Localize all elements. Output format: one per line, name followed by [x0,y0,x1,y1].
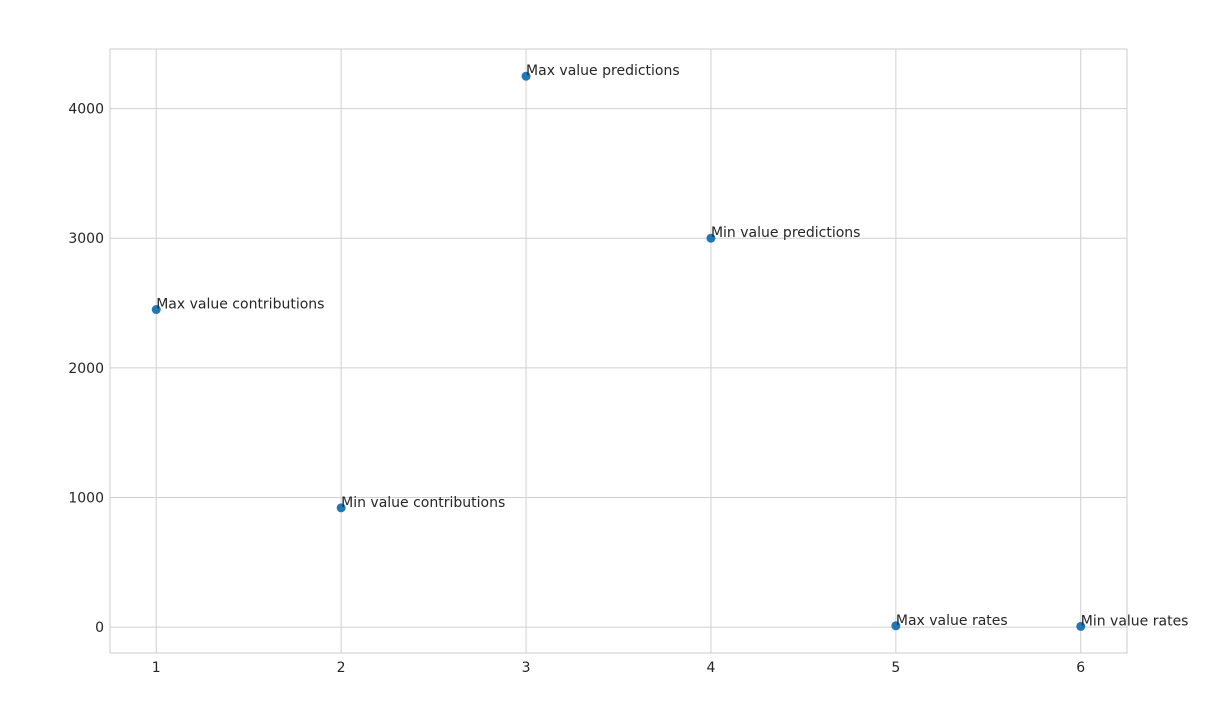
x-tick-label: 2 [337,660,346,676]
point-label: Min value contributions [341,495,505,511]
scatter-point [151,305,161,315]
y-tick-label: 3000 [68,231,104,247]
data-points [151,71,1086,631]
y-tick-label: 2000 [68,361,104,377]
scatter-point [891,621,901,631]
tick-labels: 1 2 3 4 5 6 0 1000 2000 3000 4000 [68,102,1085,676]
plot-frame [109,48,1128,654]
point-labels: Max value contributions Min value contrib… [156,63,1188,629]
y-tick-label: 1000 [68,490,104,506]
scatter-point [521,71,531,81]
scatter-point [336,503,346,513]
point-label: Max value contributions [156,297,324,313]
x-tick-label: 3 [522,660,531,676]
x-tick-label: 4 [706,660,715,676]
scatter-point [1076,621,1086,631]
point-label: Min value rates [1081,613,1189,629]
grid-layer [110,49,1127,653]
point-label: Min value predictions [711,225,861,241]
scatter-point [706,233,716,243]
x-tick-label: 1 [152,660,161,676]
point-label: Max value rates [896,613,1008,629]
x-tick-label: 5 [891,660,900,676]
y-tick-label: 4000 [68,102,104,118]
x-tick-label: 6 [1076,660,1085,676]
y-tick-label: 0 [95,620,104,636]
point-label: Max value predictions [526,63,680,79]
